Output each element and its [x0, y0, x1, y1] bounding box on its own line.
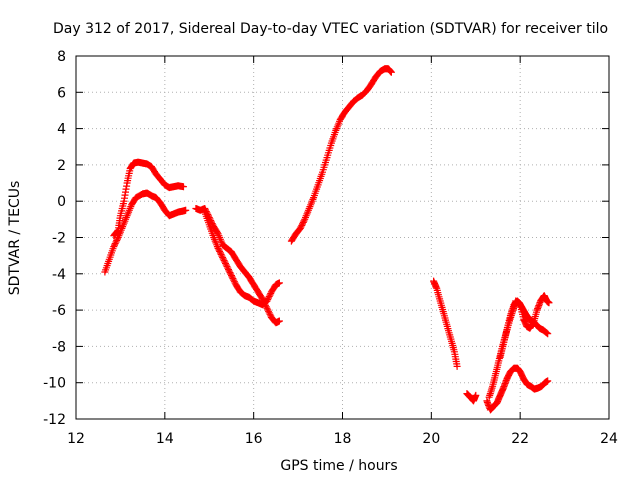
- data-point: [222, 261, 230, 269]
- data-point: [545, 299, 553, 307]
- data-point: [217, 250, 225, 258]
- data-point: [222, 260, 229, 267]
- data-point: [296, 224, 304, 232]
- data-point: [544, 377, 552, 385]
- data-point: [453, 362, 461, 370]
- data-point: [387, 68, 395, 76]
- data-point: [265, 294, 272, 302]
- data-point: [226, 269, 234, 277]
- x-tick-label: 14: [156, 431, 174, 447]
- data-point: [298, 221, 306, 229]
- data-point: [535, 302, 543, 310]
- y-tick-label: 2: [57, 158, 66, 174]
- data-point: [220, 257, 228, 264]
- x-tick-label: 18: [334, 431, 352, 447]
- data-point: [114, 227, 121, 235]
- data-point: [275, 317, 283, 325]
- data-point: [228, 273, 236, 281]
- data-point: [534, 305, 542, 313]
- x-axis-label: GPS time / hours: [280, 458, 397, 474]
- data-point: [216, 249, 224, 257]
- data-point: [263, 304, 271, 312]
- axis-ticks: [75, 55, 610, 420]
- data-point: [225, 266, 232, 274]
- data-point: [275, 279, 283, 287]
- data-point: [112, 238, 120, 246]
- data-point: [265, 307, 272, 315]
- y-tick-label: -2: [52, 231, 66, 247]
- data-point: [221, 258, 229, 266]
- data-point: [219, 255, 227, 263]
- data-point: [216, 247, 224, 255]
- data-point: [214, 244, 222, 252]
- y-tick-label: -10: [43, 376, 66, 392]
- x-tick-label: 12: [67, 431, 85, 447]
- data-point: [224, 264, 232, 272]
- data-point: [230, 278, 238, 286]
- data-point: [544, 330, 552, 338]
- data-point: [299, 218, 307, 226]
- data-point: [263, 297, 271, 305]
- data-point: [225, 267, 233, 275]
- y-axis-label: SDTVAR / TECUs: [7, 181, 23, 296]
- data-point: [299, 220, 306, 228]
- data-point: [110, 243, 118, 251]
- data-point: [218, 252, 226, 260]
- y-tick-labels: -12 -10 -8 -6 -4 -2 0 2 4 6 8: [43, 49, 66, 428]
- data-point: [265, 293, 273, 300]
- data-point: [223, 263, 231, 270]
- grid: [76, 56, 609, 419]
- x-tick-label: 20: [422, 431, 440, 447]
- data-point: [297, 223, 305, 231]
- data-point: [228, 272, 235, 280]
- y-tick-label: 4: [57, 122, 66, 138]
- y-tick-label: -4: [52, 267, 66, 283]
- y-tick-label: -12: [43, 412, 66, 428]
- data-point: [219, 254, 227, 261]
- data-point: [265, 309, 273, 317]
- y-tick-label: 0: [57, 194, 66, 210]
- data-point: [111, 240, 119, 248]
- data-point: [264, 296, 272, 303]
- data-points: [101, 65, 553, 414]
- x-tick-label: 16: [245, 431, 263, 447]
- data-point: [266, 310, 274, 318]
- data-point: [300, 217, 308, 225]
- x-tick-labels: 12 14 16 18 20 22 24: [67, 431, 618, 447]
- x-tick-label: 24: [600, 431, 618, 447]
- y-tick-label: 6: [57, 85, 66, 101]
- x-tick-label: 22: [511, 431, 529, 447]
- chart-title: Day 312 of 2017, Sidereal Day-to-day VTE…: [53, 21, 608, 37]
- y-tick-label: -8: [52, 339, 66, 355]
- data-point: [113, 237, 121, 244]
- y-tick-label: 8: [57, 49, 66, 65]
- data-point: [111, 241, 118, 249]
- data-point: [230, 276, 238, 284]
- data-point: [215, 246, 223, 254]
- data-point: [227, 270, 235, 278]
- data-point: [472, 391, 480, 399]
- data-point: [180, 183, 187, 191]
- data-point: [264, 306, 272, 314]
- data-point: [229, 275, 237, 283]
- data-point: [182, 206, 190, 214]
- data-point: [266, 291, 274, 299]
- y-tick-label: -6: [52, 303, 66, 319]
- data-point: [114, 235, 121, 243]
